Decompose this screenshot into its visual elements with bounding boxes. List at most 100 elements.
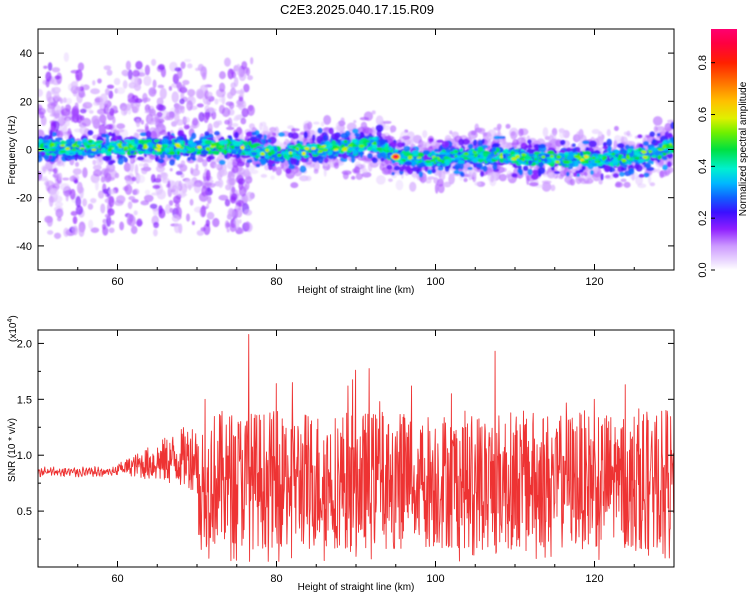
spectrogram-cell	[134, 76, 140, 88]
spectrogram-cell	[444, 159, 450, 165]
spectrogram-cell	[559, 170, 566, 177]
spectrogram-cell	[153, 221, 160, 229]
spectrogram-cell	[287, 149, 294, 153]
spectrogram-cell	[155, 116, 160, 124]
spectrogram-cell	[195, 163, 199, 171]
spectrogram-cell	[44, 180, 55, 187]
snr-scale-base: (x10	[8, 322, 19, 342]
spectrogram-cell	[260, 152, 266, 156]
spectrogram-cell	[431, 168, 437, 174]
spectrogram-cell	[645, 134, 651, 138]
spectrogram-cell	[437, 163, 441, 166]
spectrogram-cell	[391, 172, 395, 176]
spectrogram-cell	[145, 159, 153, 163]
spectrogram-cell	[323, 157, 329, 164]
snr-y-tick-label: 2.0	[17, 338, 32, 350]
spectrogram-cell	[171, 91, 179, 103]
spectrogram-cell	[393, 155, 398, 159]
spectrogram-cell	[335, 122, 340, 134]
spectrogram-cell	[521, 153, 527, 156]
spectrogram-cell	[292, 146, 297, 149]
spectrogram-cell	[257, 133, 263, 138]
spectrogram-cell	[59, 183, 70, 191]
spectrogram-cell	[228, 101, 235, 110]
snr-x-tick-label: 60	[111, 573, 123, 585]
spectrogram-cell	[231, 149, 239, 152]
spectrogram-y-tick-label: -20	[16, 193, 32, 205]
spectrogram-cell	[375, 115, 384, 126]
spectrogram-cell	[108, 227, 115, 234]
spectrogram-cell	[75, 86, 82, 91]
spectrogram-cell	[157, 84, 165, 89]
spectrogram-cell	[154, 156, 159, 162]
spectrogram-cell	[656, 132, 661, 137]
spectrogram-cell	[563, 151, 570, 156]
spectrogram-cell	[475, 127, 486, 133]
spectrogram-x-tick-label: 120	[585, 276, 603, 288]
snr-y-tick-label: 1.0	[17, 450, 32, 462]
spectrogram-cell	[107, 165, 115, 169]
spectrogram-cell	[343, 139, 348, 144]
spectrogram-cell	[57, 115, 66, 123]
spectrogram-cell	[103, 65, 112, 71]
spectrogram-x-tick-label: 80	[270, 276, 282, 288]
spectrogram-cell	[167, 131, 171, 137]
spectrogram-cell	[301, 151, 306, 156]
spectrogram-cell	[669, 143, 673, 146]
spectrogram-cell	[227, 68, 234, 80]
spectrogram-cell	[105, 137, 110, 145]
spectrogram-cell	[225, 126, 235, 131]
svg-text:(x104): (x104)	[7, 315, 19, 342]
spectrogram-cell	[424, 159, 431, 163]
spectrogram-cell	[143, 194, 154, 203]
spectrogram-cell	[173, 222, 181, 234]
spectrogram-cell	[110, 220, 115, 225]
spectrogram-cell	[123, 162, 131, 172]
spectrogram-cell	[101, 147, 106, 152]
spectrogram-cell	[187, 147, 193, 150]
spectrogram-cell	[670, 121, 674, 130]
spectrogram-cell	[467, 166, 473, 171]
spectrogram-cell	[63, 227, 70, 238]
spectrogram-cell	[500, 157, 504, 161]
spectrogram-cell	[638, 173, 645, 178]
spectrogram-cell	[49, 129, 53, 138]
spectrogram-cell	[342, 171, 349, 180]
spectrogram-cell	[144, 104, 151, 113]
spectrogram-cell	[260, 158, 267, 166]
spectrogram-cell	[86, 144, 91, 149]
spectrogram-cell	[128, 143, 132, 147]
spectrogram-cell	[264, 155, 270, 159]
spectrogram-cell	[127, 69, 133, 80]
spectrogram-cell	[566, 155, 574, 161]
spectrogram-cell	[328, 127, 334, 135]
spectrogram-cell	[134, 98, 143, 104]
spectrogram-cell	[463, 151, 469, 156]
spectrogram-cell	[100, 133, 107, 138]
spectrogram-cell	[649, 182, 656, 187]
spectrogram-cell	[367, 146, 373, 150]
spectrogram-cell	[98, 144, 101, 149]
spectrogram-cell	[457, 161, 464, 164]
spectrogram-cell	[221, 107, 231, 118]
chart-title: C2E3.2025.040.17.15.R09	[280, 2, 434, 17]
spectrogram-cell	[83, 141, 88, 147]
spectrogram-cell	[299, 165, 307, 173]
spectrogram-cell	[581, 160, 587, 164]
spectrogram-cell	[541, 180, 552, 184]
spectrogram-cell	[479, 154, 484, 159]
spectrogram-cell	[156, 126, 162, 133]
spectrogram-cell	[65, 97, 73, 105]
spectrogram-cell	[161, 173, 167, 182]
spectrogram-cell	[425, 163, 433, 167]
spectrogram-cell	[116, 148, 123, 153]
spectrogram-cell	[499, 155, 504, 159]
spectrogram-cell	[246, 159, 253, 163]
spectrogram-cell	[291, 128, 300, 132]
spectrogram-cell	[270, 175, 275, 180]
spectrogram-cell	[511, 173, 518, 178]
spectrogram-cell	[510, 130, 517, 141]
spectrogram-cell	[250, 151, 258, 156]
spectrogram-cell	[239, 88, 244, 100]
spectrogram-cell	[453, 169, 460, 175]
